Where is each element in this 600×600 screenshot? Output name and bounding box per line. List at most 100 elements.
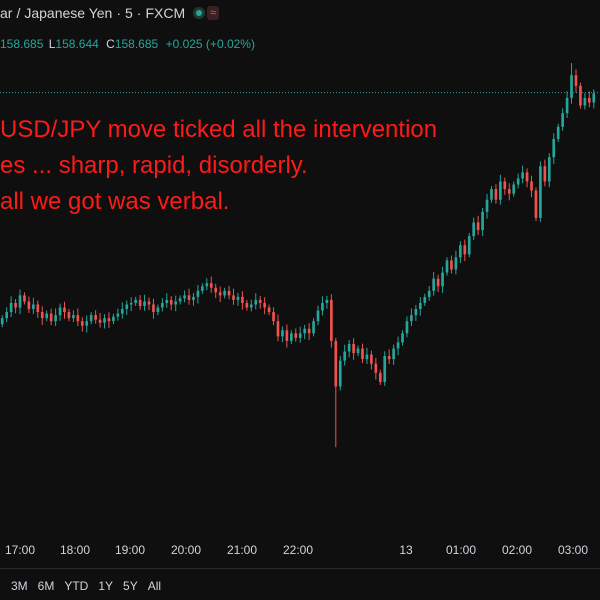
candle-up xyxy=(196,290,200,297)
range-1y-button[interactable]: 1Y xyxy=(98,579,114,593)
candle-up xyxy=(356,348,360,354)
candle-up xyxy=(472,222,476,237)
symbol-name-fragment: ar xyxy=(0,5,13,21)
range-ytd-button[interactable]: YTD xyxy=(64,579,89,593)
candle-down xyxy=(534,190,538,218)
ohlc-low-value: 158.644 xyxy=(55,37,99,51)
range-selector: 3M 6M YTD 1Y 5Y All xyxy=(6,576,166,596)
candle-up xyxy=(485,199,489,212)
range-all-button[interactable]: All xyxy=(147,579,162,593)
candle-down xyxy=(503,181,507,190)
candle-up xyxy=(383,356,387,382)
price-chart[interactable] xyxy=(0,0,600,540)
candle-up xyxy=(125,304,129,310)
candle-up xyxy=(9,302,13,313)
candle-up xyxy=(89,315,93,322)
chart-header: ar / Japanese Yen · 5 · FXCM ≈ 158.685 L… xyxy=(0,4,600,51)
candle-down xyxy=(147,301,151,305)
candle-up xyxy=(583,97,587,106)
title-separator: · xyxy=(136,5,142,21)
candle-up xyxy=(249,304,253,308)
candle-down xyxy=(436,278,440,287)
candle-down xyxy=(227,290,231,296)
time-tick-label: 01:00 xyxy=(445,543,477,557)
time-axis[interactable]: 17:00 18:00 19:00 20:00 21:00 22:00 13 0… xyxy=(0,540,600,560)
time-tick-label: 17:00 xyxy=(4,543,36,557)
candle-up xyxy=(539,166,542,218)
candle-up xyxy=(561,113,564,127)
candle-up xyxy=(423,296,427,303)
candle-up xyxy=(205,283,209,287)
candle-down xyxy=(267,307,271,313)
candle-up xyxy=(481,211,484,231)
candle-down xyxy=(76,315,80,322)
candle-up xyxy=(441,272,444,287)
candle-up xyxy=(552,138,556,158)
candle-up xyxy=(418,302,422,310)
candle-down xyxy=(214,287,218,293)
candle-up xyxy=(459,245,462,258)
candle-up xyxy=(570,75,573,98)
candle-down xyxy=(450,260,453,270)
candle-down xyxy=(152,304,155,313)
ohlc-close-value: 158.685 xyxy=(114,37,159,51)
range-5y-button[interactable]: 5Y xyxy=(123,579,138,593)
market-status-icon[interactable] xyxy=(193,7,206,19)
candle-down xyxy=(370,354,373,364)
candle-up xyxy=(116,313,120,317)
candle-up xyxy=(298,333,302,338)
time-tick-label: 22:00 xyxy=(282,543,314,557)
candle-down xyxy=(494,189,498,200)
candle-up xyxy=(410,315,413,322)
candle-up xyxy=(392,348,395,360)
candle-up xyxy=(321,302,324,311)
candle-down xyxy=(587,97,591,103)
candle-up xyxy=(365,354,369,360)
candle-up xyxy=(325,299,329,303)
candle-up xyxy=(192,296,195,300)
candle-up xyxy=(143,301,146,306)
range-6m-button[interactable]: 6M xyxy=(37,579,55,593)
candle-up xyxy=(338,360,342,387)
candle-down xyxy=(49,313,53,322)
candle-down xyxy=(334,340,338,387)
time-tick-label: 03:00 xyxy=(557,543,589,557)
candle-up xyxy=(201,286,204,291)
candle-down xyxy=(330,299,333,341)
candle-up xyxy=(161,302,164,308)
candle-up xyxy=(521,172,524,179)
candle-up xyxy=(312,321,315,334)
candle-down xyxy=(107,318,111,322)
time-tick-label: 21:00 xyxy=(226,543,258,557)
symbol-quote-currency: Japanese Yen xyxy=(24,5,113,21)
candle-down xyxy=(307,328,311,334)
candle-down xyxy=(245,302,249,308)
ohlc-readout: 158.685 L158.644 C158.685 +0.025 (+0.02%… xyxy=(0,37,257,51)
candle-up xyxy=(236,296,240,300)
candle-down xyxy=(530,181,533,191)
symbol-source: FXCM xyxy=(145,5,186,21)
candle-down xyxy=(27,301,31,310)
ohlc-open-value: 158.685 xyxy=(0,37,44,51)
candle-down xyxy=(387,356,391,360)
candle-up xyxy=(516,178,520,185)
candle-up xyxy=(289,333,293,341)
candle-up xyxy=(592,93,596,103)
candle-down xyxy=(507,189,511,194)
candle-down xyxy=(218,292,222,296)
candle-up xyxy=(401,333,404,343)
candle-down xyxy=(579,85,582,106)
candle-up xyxy=(0,318,4,325)
annotation-text: USD/JPY move ticked all the intervention… xyxy=(0,112,437,220)
range-3m-button[interactable]: 3M xyxy=(11,579,28,593)
candle-up xyxy=(129,302,133,305)
candle-up xyxy=(467,236,471,255)
ohlc-change: +0.025 (+0.02%) xyxy=(165,37,255,51)
candle-down xyxy=(374,363,378,373)
candles-group xyxy=(0,63,596,448)
wave-icon[interactable]: ≈ xyxy=(207,6,220,20)
symbol-title[interactable]: ar / Japanese Yen · 5 · FXCM ≈ xyxy=(0,4,220,22)
annotation-line: all we got was verbal. xyxy=(0,188,230,215)
candle-up xyxy=(45,313,49,319)
title-separator: / xyxy=(16,5,21,21)
